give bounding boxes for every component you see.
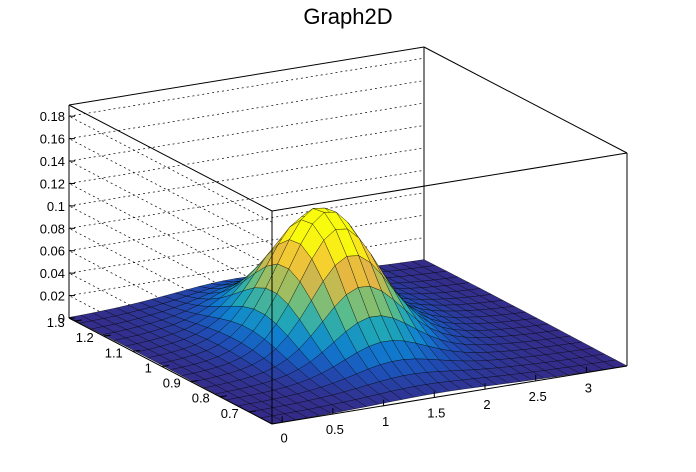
x-axis-line [271,365,628,425]
y-tick-mark [132,349,140,352]
y-tick-mark [219,395,227,398]
y-tick-mark [74,319,82,322]
surface-mesh [68,207,628,424]
x-tick-label: 0.5 [326,422,344,437]
z-grid-line [68,250,273,358]
right-top-edge [423,46,628,154]
y-tick-label: 0.9 [163,376,181,391]
x-tick-label: 2.5 [529,389,547,404]
z-tick-label: 0.08 [40,221,65,236]
z-tick-label: 0.12 [40,176,65,191]
z-grid-line [68,192,425,252]
z-grid-line [68,57,425,117]
z-tick-label: 0.04 [40,266,65,281]
x-tick-label: 2 [483,397,490,412]
y-tick-label: 1.2 [76,330,94,345]
z-grid-line [68,160,273,268]
y-axis-line [68,317,273,425]
z-tick-label: 0.1 [47,199,65,214]
y-tick-label: 1.1 [105,345,123,360]
x-tick-label: 3 [585,381,592,396]
y-tick-label: 0.7 [221,406,239,421]
x-tick-label: 1.5 [427,405,445,420]
z-tick-label: 0.02 [40,289,65,304]
z-grid-line [68,102,425,162]
x-tick-label: 0 [281,430,288,445]
top-edge [68,104,273,212]
y-tick-mark [103,334,111,337]
z-grid-line [68,169,425,229]
z-grid-line [68,183,273,290]
front-top-edge [271,152,628,212]
y-tick-mark [190,380,198,383]
y-tick-label: 1.3 [47,315,65,330]
z-grid-line [68,272,273,380]
z-tick-label: 0.14 [40,154,65,169]
y-tick-mark [248,410,256,413]
z-grid-line [68,115,273,223]
z-grid-line [68,125,425,184]
z-tick-label: 0.16 [40,132,65,147]
chart-title: Graph2D [303,4,393,29]
z-grid-line [68,205,273,313]
y-tick-label: 1 [145,360,152,375]
z-grid-line [68,138,273,245]
top-edge [68,46,425,106]
y-tick-mark [161,364,169,367]
z-tick-label: 0.18 [40,109,65,124]
y-tick-label: 0.8 [192,391,210,406]
x-tick-label: 1 [382,414,389,429]
z-tick-label: 0 [58,311,65,326]
z-grid-line [68,228,273,335]
axis-labels: 0 0.02 0.04 0.06 0.08 0.1 0.12 0.14 0.16 0.18 0 0.5… [40,109,592,445]
front-frame [68,46,628,425]
z-tick-label: 0.06 [40,244,65,259]
z-grid-line [68,80,425,139]
